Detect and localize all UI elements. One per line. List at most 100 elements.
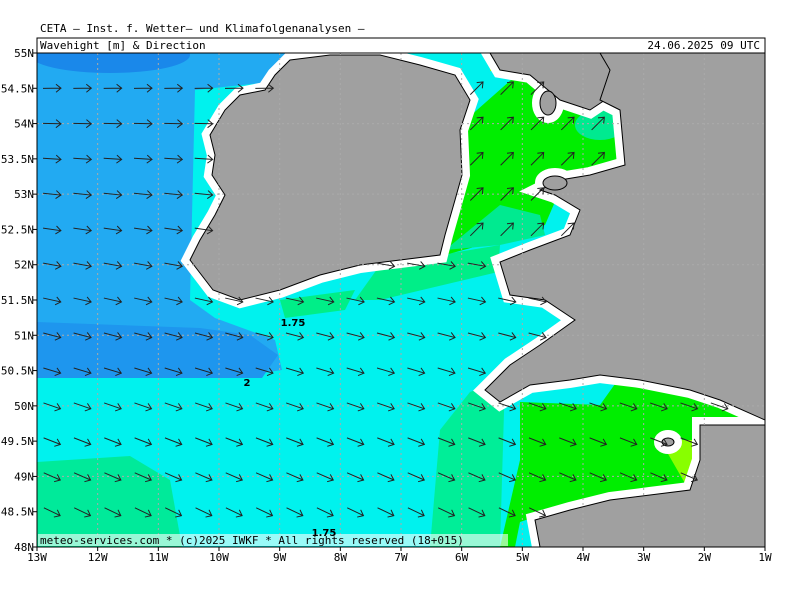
arrow-shape (73, 225, 93, 235)
arrow (528, 296, 547, 306)
arrow (255, 437, 274, 447)
arrow-shape (224, 83, 244, 93)
arrow-shape (589, 472, 607, 483)
arrow (164, 402, 183, 412)
arrow (255, 332, 274, 341)
arrow (133, 119, 153, 129)
arrow (74, 507, 92, 518)
x-label: 10W (209, 551, 229, 564)
arrow-shape (346, 472, 365, 483)
arrow-shape (469, 187, 484, 201)
arrow-shape (316, 402, 335, 412)
sea-deep (37, 53, 190, 73)
arrow (134, 402, 153, 412)
arrow-shape (225, 507, 243, 518)
arrow (73, 190, 93, 199)
arrow (589, 437, 608, 447)
arrow (134, 507, 152, 518)
footer-bg (38, 534, 508, 546)
arrow (316, 296, 335, 306)
arrow-shape (498, 296, 517, 306)
arrow (194, 83, 214, 93)
sea-green (280, 290, 355, 318)
datetime: 24.06.2025 09 UTC (647, 39, 760, 52)
arrow (134, 472, 152, 483)
arrow-shape (42, 154, 62, 164)
arrow (467, 367, 487, 377)
arrow-shape (500, 81, 514, 96)
arrow (42, 154, 62, 164)
arrow-shape (43, 332, 62, 341)
arrow (73, 367, 92, 377)
arrow-shape (195, 472, 213, 483)
arrow-shape (104, 507, 122, 518)
arrow-shape (225, 296, 244, 306)
arrow-shape (529, 507, 547, 518)
arrow (407, 472, 425, 483)
arrow (316, 367, 335, 377)
arrow-shape (469, 116, 484, 131)
arrow (438, 507, 456, 518)
arrow (73, 402, 92, 412)
sea-green (445, 205, 545, 250)
arrow-shape (498, 402, 517, 412)
arrow-shape (680, 437, 699, 447)
arrow (558, 402, 577, 412)
arrow-shape (316, 472, 334, 483)
arrow-shape (467, 367, 487, 377)
arrow (467, 402, 486, 412)
arrow (103, 83, 123, 93)
arrow-shape (164, 296, 183, 306)
arrow (498, 507, 516, 518)
arrow-shape (680, 402, 699, 412)
arrow-shape (407, 261, 426, 270)
arrow-shape (530, 187, 545, 201)
arrow-shape (134, 225, 153, 235)
arrow (43, 332, 62, 341)
arrow (164, 190, 184, 199)
arrow-shape (164, 190, 184, 199)
x-label: 7W (394, 551, 408, 564)
arrow (589, 402, 608, 412)
arrow-shape (498, 332, 517, 341)
arrow (164, 154, 184, 164)
arrow-shape (255, 332, 274, 341)
arrow-shape (194, 367, 214, 377)
x-label: 13W (27, 551, 47, 564)
arrow-shape (164, 367, 183, 377)
arrow-shape (133, 154, 153, 164)
arrow (73, 154, 93, 164)
isle-of-man (539, 90, 557, 116)
arrow-shape (43, 402, 62, 412)
arrow-shape (530, 222, 545, 237)
arrow (255, 83, 275, 93)
arrow-shape (164, 472, 183, 483)
arrow (498, 437, 517, 447)
arrow-shape (437, 437, 456, 447)
arrow-shape (530, 151, 545, 166)
arrow-shape (710, 402, 729, 412)
arrow-shape (500, 222, 514, 237)
arrow-shape (103, 402, 122, 412)
arrow (316, 507, 334, 518)
arrow-shape (437, 332, 456, 341)
arrow (468, 437, 486, 447)
arrow (650, 472, 668, 483)
arrow (591, 151, 605, 166)
arrow (500, 151, 514, 166)
arrow (376, 332, 396, 341)
arrow (73, 296, 92, 306)
arrow (437, 332, 456, 341)
arrow-shape (286, 472, 304, 483)
arrow-shape (225, 332, 244, 341)
arrow (529, 507, 547, 518)
arrow (73, 261, 92, 270)
arrow-shape (649, 402, 668, 412)
arrow (407, 507, 425, 518)
arrow-shape (43, 472, 61, 483)
y-label: 54N (14, 118, 34, 131)
x-label: 12W (88, 551, 108, 564)
arrow (104, 437, 122, 447)
arrow (316, 472, 334, 483)
arrow (286, 507, 304, 518)
